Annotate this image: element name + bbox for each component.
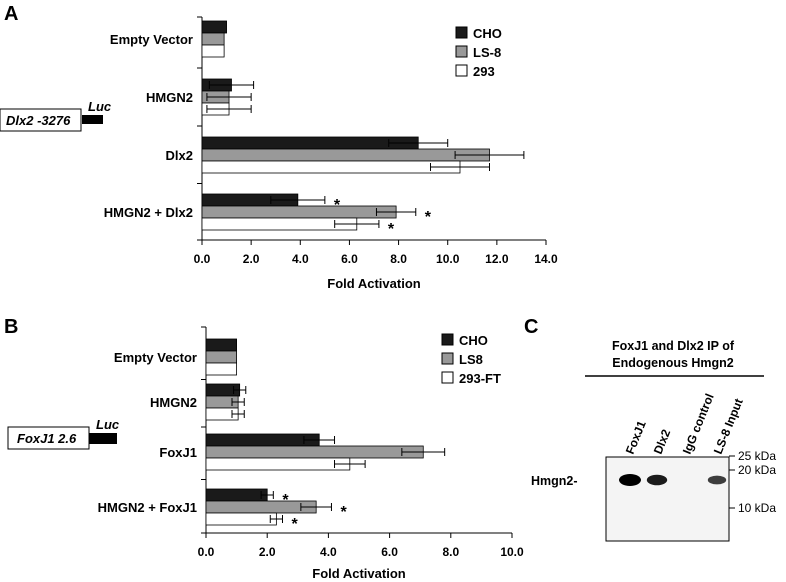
panel-b-letter: B: [4, 316, 18, 338]
chart-a-bar-ls-8-hmgn2-dlx2: [201, 205, 397, 219]
chart-a-xtick-label-0: 0.0: [194, 252, 211, 266]
blot-band-ls-8-input: [707, 475, 727, 485]
chart-b-bar-ls8-empty-vector: [205, 350, 238, 364]
luc-label-b: Luc: [96, 417, 120, 432]
chart-a-xtick-label-1: 2.0: [243, 252, 260, 266]
chart-a-legend-swatch-cho: [455, 26, 468, 39]
chart-b-bar-ls8-hmgn2-foxj1: [205, 500, 317, 514]
chart-a-xtick-label-7: 14.0: [534, 252, 558, 266]
chart-b-xtick-label-2: 4.0: [320, 545, 337, 559]
chart-b-legend-swatch-cho: [441, 333, 454, 346]
luc-label-a: Luc: [88, 99, 112, 114]
chart-a-significance-cho: *: [334, 197, 341, 214]
chart-b-xtick-label-5: 10.0: [500, 545, 524, 559]
chart-a: 0.0 2.0 4.0 6.0 8.0 10.0 12.0 14.0 Fold Activati…: [104, 16, 558, 291]
chart-b-xtick-label-4: 8.0: [442, 545, 459, 559]
chart-a-xtick-label-4: 8.0: [390, 252, 407, 266]
chart-b-legend-swatch-293-ft: [441, 371, 454, 384]
construct-label-a: Dlx2 -3276: [6, 113, 71, 128]
blot-title-line2: Endogenous Hmgn2: [612, 356, 734, 370]
chart-a-bar-293-hmgn2-dlx2: [201, 217, 358, 231]
chart-b-significance-293-ft: *: [292, 516, 299, 533]
blot-band-dlx2: [646, 474, 668, 486]
construct-label-b: FoxJ1 2.6: [17, 431, 77, 446]
chart-a-legend-label-cho: CHO: [473, 26, 502, 41]
chart-a-legend-label-293: 293: [473, 64, 495, 79]
chart-a-legend-swatch-ls-8: [455, 45, 468, 58]
chart-a-bar-cho-dlx2: [201, 136, 419, 150]
chart-a-bar-ls-8-empty-vector: [201, 32, 225, 46]
western-blot-panel: FoxJ1 and Dlx2 IP of Endogenous Hmgn2 Fo…: [531, 339, 776, 542]
chart-b-legend-label-cho: CHO: [459, 333, 488, 348]
band-label-hmgn2: Hmgn2-: [531, 474, 578, 488]
chart-a-xtick-label-6: 12.0: [485, 252, 509, 266]
lane-label-ls8-input: LS-8 Input: [711, 396, 746, 456]
chart-b-legend-label-293-ft: 293-FT: [459, 371, 501, 386]
luc-box-a: [82, 115, 103, 124]
chart-a-category-label-dlx2: Dlx2: [166, 148, 193, 163]
chart-b-bar-ls8-foxj1: [205, 445, 424, 459]
lane-label-dlx2: Dlx2: [651, 427, 674, 456]
chart-a-category-label-empty-vector: Empty Vector: [110, 32, 193, 47]
chart-a-bar-cho-empty-vector: [201, 20, 227, 34]
chart-a-xlabel: Fold Activation: [327, 276, 420, 291]
chart-b-significance-cho: *: [282, 492, 289, 509]
chart-b-xlabel: Fold Activation: [312, 566, 405, 581]
chart-a-legend-label-ls-8: LS-8: [473, 45, 501, 60]
chart-a-significance-ls-8: *: [425, 209, 432, 226]
panel-b-construct: FoxJ1 2.6 Luc: [7, 417, 120, 450]
blot-membrane: [605, 456, 730, 542]
chart-a-significance-293: *: [388, 221, 395, 238]
chart-b-xtick-label-0: 0.0: [198, 545, 215, 559]
luc-box-b: [89, 433, 117, 444]
chart-a-xtick-label-2: 4.0: [292, 252, 309, 266]
chart-a-category-label-hmgn2: HMGN2: [146, 90, 193, 105]
chart-b-bar-293-ft-hmgn2-foxj1: [205, 512, 277, 526]
chart-b-xtick-label-1: 2.0: [259, 545, 276, 559]
chart-b: 0.0 2.0 4.0 6.0 8.0 10.0 Fold Activation Empty …: [98, 326, 524, 581]
chart-b-bar-cho-foxj1: [205, 433, 320, 447]
blot-bands: [619, 474, 727, 486]
marker-label-20: 20 kDa: [738, 463, 776, 477]
chart-b-xtick-label-3: 6.0: [381, 545, 398, 559]
marker-label-10: 10 kDa: [738, 501, 776, 515]
marker-ladder: 25 kDa 20 kDa 10 kDa: [729, 449, 776, 515]
chart-a-xtick-label-3: 6.0: [341, 252, 358, 266]
chart-b-bar-cho-empty-vector: [205, 338, 238, 352]
chart-b-category-label-hmgn2: HMGN2: [150, 395, 197, 410]
chart-a-bar-293-empty-vector: [201, 44, 225, 58]
chart-a-bar-293-dlx2: [201, 160, 461, 174]
blot-title-line1: FoxJ1 and Dlx2 IP of: [612, 339, 735, 353]
construct-box-a: [0, 108, 82, 132]
chart-b-bar-cho-hmgn2-foxj1: [205, 488, 268, 502]
chart-b-category-label-foxj1: FoxJ1: [159, 445, 197, 460]
panel-a-letter: A: [4, 3, 18, 25]
lane-label-igg-control: IgG control: [680, 392, 717, 457]
chart-b-significance-ls8: *: [340, 504, 347, 521]
chart-a-legend-swatch-293: [455, 64, 468, 77]
blot-band-foxj1: [619, 474, 641, 486]
chart-b-category-label-hmgn2-foxj1: HMGN2 + FoxJ1: [98, 500, 197, 515]
marker-label-25: 25 kDa: [738, 449, 776, 463]
chart-a-bar-ls-8-dlx2: [201, 148, 490, 162]
chart-b-bar-293-ft-foxj1: [205, 457, 351, 471]
chart-a-xtick-label-5: 10.0: [436, 252, 460, 266]
chart-b-category-label-empty-vector: Empty Vector: [114, 350, 197, 365]
chart-b-legend-label-ls8: LS8: [459, 352, 483, 367]
chart-b-bar-293-ft-empty-vector: [205, 362, 238, 376]
chart-b-legend-swatch-ls8: [441, 352, 454, 365]
panel-a-construct: Dlx2 -3276 Luc: [0, 99, 112, 132]
chart-a-category-label-hmgn2-dlx2: HMGN2 + Dlx2: [104, 205, 193, 220]
lane-label-foxj1: FoxJ1: [623, 418, 649, 456]
panel-c-letter: C: [524, 316, 538, 338]
